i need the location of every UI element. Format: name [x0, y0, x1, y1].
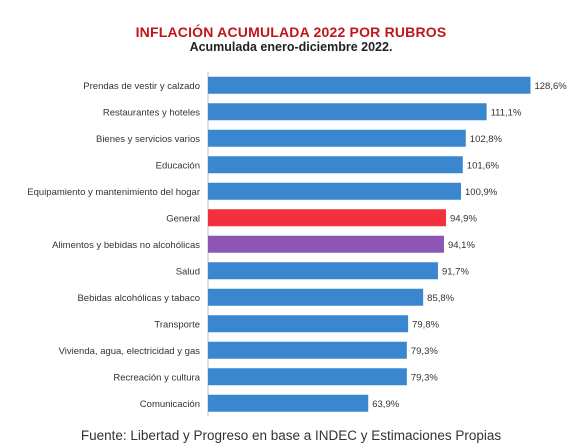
category-label: Alimentos y bebidas no alcohólicas [52, 240, 200, 251]
value-label: 94,1% [448, 240, 475, 251]
value-label: 79,8% [412, 319, 439, 330]
value-label: 128,6% [534, 81, 567, 92]
category-label: Restaurantes y hoteles [103, 107, 200, 118]
chart-subtitle: Acumulada enero-diciembre 2022. [189, 40, 393, 54]
category-label: Prendas de vestir y calzado [83, 81, 200, 92]
category-label: Transporte [154, 319, 200, 330]
category-label: Vivienda, agua, electricidad y gas [59, 346, 201, 357]
value-label: 79,3% [411, 346, 438, 357]
bar-5 [208, 209, 446, 227]
value-label: 101,6% [467, 160, 500, 171]
value-label: 79,3% [411, 372, 438, 383]
value-label: 94,9% [450, 213, 477, 224]
category-label: Bienes y servicios varios [96, 134, 200, 145]
bar-8 [208, 288, 424, 306]
value-label: 102,8% [470, 134, 503, 145]
bar-11 [208, 368, 407, 386]
category-label: Recreación y cultura [113, 372, 200, 383]
bar-6 [208, 235, 444, 253]
bar-10 [208, 341, 407, 359]
bar-12 [208, 394, 369, 412]
category-label: Comunicación [140, 399, 200, 410]
value-label: 100,9% [465, 187, 498, 198]
category-label: Salud [176, 266, 200, 277]
source-note: Fuente: Libertad y Progreso en base a IN… [80, 428, 502, 443]
category-label: General [166, 213, 200, 224]
category-label: Bebidas alcohólicas y tabaco [77, 293, 200, 304]
bar-1 [208, 103, 487, 121]
category-label: Educación [156, 160, 200, 171]
value-label: 63,9% [372, 399, 399, 410]
value-label: 111,1% [491, 107, 522, 118]
category-label: Equipamiento y mantenimiento del hogar [27, 187, 200, 198]
bar-7 [208, 262, 438, 280]
bar-4 [208, 182, 462, 200]
bar-0 [208, 76, 531, 94]
bar-2 [208, 129, 466, 147]
value-label: 85,8% [427, 293, 454, 304]
chart-title: INFLACIÓN ACUMULADA 2022 POR RUBROS [135, 24, 447, 40]
value-label: 91,7% [442, 266, 469, 277]
bar-3 [208, 156, 463, 174]
bar-9 [208, 315, 409, 333]
